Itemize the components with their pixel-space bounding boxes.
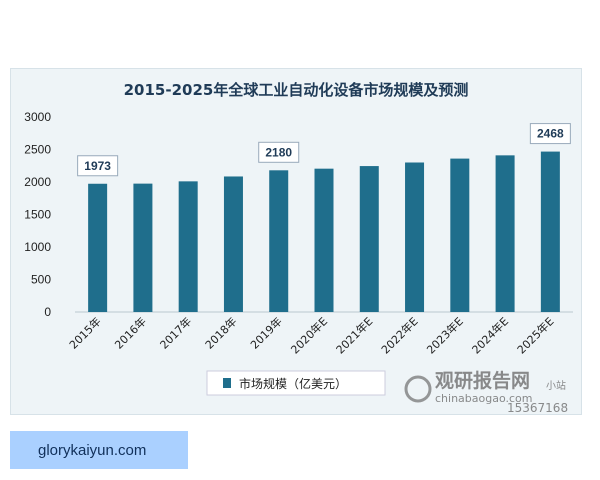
- bar-chart: 2015-2025年全球工业自动化设备市场规模及预测 0 500 1000 1500 2…: [24, 81, 573, 414]
- bar: [133, 183, 153, 312]
- watermark-line1: 小站: [546, 379, 566, 392]
- x-tick-label: 2024年E: [469, 314, 511, 356]
- bar: [223, 176, 243, 312]
- watermark-domain: chinabaogao.com: [435, 392, 533, 405]
- x-tick-label: 2020年E: [288, 314, 330, 356]
- bars: [88, 151, 560, 312]
- watermark: 观研报告网 小站 chinabaogao.com 15367168: [404, 369, 568, 414]
- bar: [540, 151, 560, 312]
- x-tick-label: 2023年E: [424, 314, 466, 356]
- y-tick-label: 2500: [24, 143, 51, 157]
- callout-label: 2468: [537, 127, 564, 141]
- callout-label: 2180: [265, 145, 292, 159]
- y-tick-label: 1000: [24, 240, 51, 254]
- x-tick-label: 2016年: [112, 314, 149, 351]
- bar: [88, 183, 108, 312]
- callout-box: [258, 141, 300, 163]
- x-tick-label: 2017年: [157, 314, 194, 351]
- x-tick-label: 2021年E: [333, 314, 375, 356]
- value-callouts: 1973 2180 2468: [77, 123, 571, 177]
- chart-frame: 2015-2025年全球工业自动化设备市场规模及预测 0 500 1000 1500 2…: [10, 68, 582, 415]
- legend: 市场规模（亿美元）: [206, 370, 386, 396]
- legend-box: [206, 370, 386, 396]
- x-axis: 2015年 2016年 2017年 2018年 2019年 2020年E 2021年E 202…: [66, 314, 556, 356]
- callout-label: 1973: [84, 159, 111, 173]
- legend-swatch: [223, 378, 231, 388]
- watermark-brand: 观研报告网: [435, 369, 530, 392]
- watermark-logo-icon: [404, 375, 432, 403]
- y-tick-label: 0: [44, 305, 51, 319]
- bar: [269, 170, 289, 312]
- callout-box: [77, 155, 119, 177]
- y-tick-label: 2000: [24, 175, 51, 189]
- bar: [178, 181, 198, 312]
- callout-box: [529, 123, 571, 145]
- x-tick-label: 2015年: [66, 314, 103, 351]
- bar: [495, 155, 515, 312]
- y-tick-label: 3000: [24, 110, 51, 124]
- bar: [314, 168, 334, 312]
- chart-title: 2015-2025年全球工业自动化设备市场规模及预测: [124, 81, 469, 99]
- x-tick-label: 2025年E: [514, 314, 556, 356]
- site-link-button[interactable]: glorykaiyun.com: [10, 431, 188, 469]
- watermark-line2: 15367168: [507, 401, 568, 414]
- y-axis: 0 500 1000 1500 2000 2500 3000: [24, 110, 573, 319]
- x-tick-label: 2018年: [202, 314, 239, 351]
- y-tick-label: 1500: [24, 208, 51, 222]
- x-tick-label: 2022年E: [378, 314, 420, 356]
- x-tick-label: 2019年: [247, 314, 284, 351]
- y-tick-label: 500: [31, 273, 51, 287]
- bar: [450, 158, 470, 312]
- bar: [405, 162, 425, 312]
- legend-label: 市场规模（亿美元）: [239, 376, 347, 391]
- bar: [359, 166, 379, 312]
